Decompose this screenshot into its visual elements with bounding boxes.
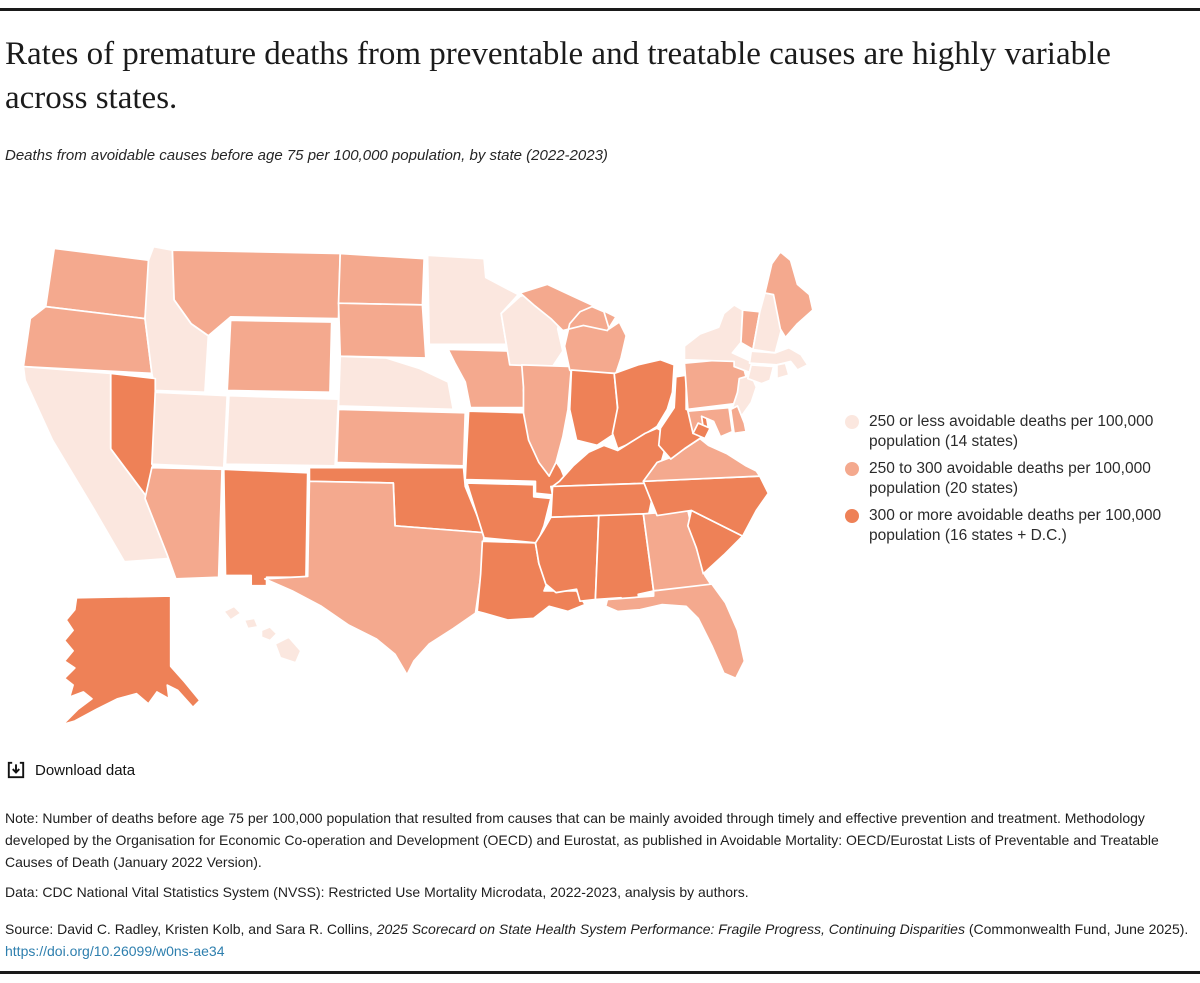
state-IL[interactable]: Illinois xyxy=(520,363,573,478)
bottom-rule xyxy=(0,971,1200,974)
download-icon xyxy=(7,761,25,779)
download-label: Download data xyxy=(35,761,136,779)
legend-label-mid: 250 to 300 avoidable deaths per 100,000 … xyxy=(869,460,1151,497)
state-CO[interactable]: Colorado xyxy=(224,394,340,467)
source-text: Source: David C. Radley, Kristen Kolb, a… xyxy=(5,918,1193,962)
state-MA[interactable]: Massachusetts xyxy=(748,346,809,371)
state-AR[interactable]: Arkansas xyxy=(466,482,552,544)
state-WY[interactable]: Wyoming xyxy=(226,319,333,394)
state-UT[interactable]: Utah xyxy=(150,391,229,469)
us-choropleth-map: WashingtonOregonIdahoMontanaWyomingCalif… xyxy=(8,238,830,752)
state-ME[interactable]: Maine xyxy=(764,250,814,339)
page-title: Rates of premature deaths from preventab… xyxy=(5,36,1111,116)
state-NM[interactable]: New Mexico xyxy=(222,468,309,587)
map-legend: 250 or less avoidable deaths per 100,000… xyxy=(845,412,1175,553)
state-AZ[interactable]: Arizona xyxy=(144,466,223,580)
state-TN[interactable]: Tennessee xyxy=(550,482,657,519)
legend-item-high: 300 or more avoidable deaths per 100,000… xyxy=(845,506,1175,546)
state-HI[interactable]: Hawaii xyxy=(222,605,302,664)
legend-label-high: 300 or more avoidable deaths per 100,000… xyxy=(869,507,1162,544)
source-suffix: (Commonwealth Fund, June 2025). xyxy=(964,921,1189,937)
download-data-button[interactable]: Download data xyxy=(7,761,135,779)
state-AK[interactable]: Alaska xyxy=(61,595,201,726)
state-KS[interactable]: Kansas xyxy=(335,408,467,467)
state-NY[interactable]: New York xyxy=(683,304,775,376)
source-prefix: Source: David C. Radley, Kristen Kolb, a… xyxy=(5,921,377,937)
state-CT[interactable]: Connecticut xyxy=(746,363,775,385)
note-text: Note: Number of deaths before age 75 per… xyxy=(5,810,1159,870)
state-RI[interactable]: Rhode Island xyxy=(776,362,790,380)
legend-swatch-low-icon xyxy=(845,415,859,429)
state-OH[interactable]: Ohio xyxy=(611,358,676,450)
legend-item-mid: 250 to 300 avoidable deaths per 100,000 … xyxy=(845,459,1175,499)
legend-label-low: 250 or less avoidable deaths per 100,000… xyxy=(869,413,1154,450)
state-WV[interactable]: West Virginia xyxy=(657,374,710,460)
state-ND[interactable]: North Dakota xyxy=(337,252,425,306)
legend-swatch-mid-icon xyxy=(845,462,859,476)
state-NC[interactable]: North Carolina xyxy=(642,475,770,537)
state-DC[interactable]: District of Columbia xyxy=(692,422,711,440)
state-MN[interactable]: Minnesota xyxy=(426,254,520,346)
legend-swatch-high-icon xyxy=(845,509,859,523)
state-OR[interactable]: Oregon xyxy=(22,305,153,375)
state-IN[interactable]: Indiana xyxy=(568,369,619,447)
top-rule xyxy=(0,8,1200,11)
state-NE[interactable]: Nebraska xyxy=(337,355,455,411)
legend-item-low: 250 or less avoidable deaths per 100,000… xyxy=(845,412,1175,452)
state-TX[interactable]: Texas xyxy=(264,480,485,676)
us-map-svg: WashingtonOregonIdahoMontanaWyomingCalif… xyxy=(22,245,814,726)
state-DE[interactable]: Delaware xyxy=(729,405,747,435)
doi-link[interactable]: https://doi.org/10.26099/w0ns-ae34 xyxy=(5,943,225,959)
state-SD[interactable]: South Dakota xyxy=(337,302,427,359)
data-text: Data: CDC National Vital Statistics Syst… xyxy=(5,884,749,900)
chart-subtitle: Deaths from avoidable causes before age … xyxy=(5,147,608,164)
state-FL[interactable]: Florida xyxy=(604,583,746,680)
source-report-title: 2025 Scorecard on State Health System Pe… xyxy=(376,921,965,937)
